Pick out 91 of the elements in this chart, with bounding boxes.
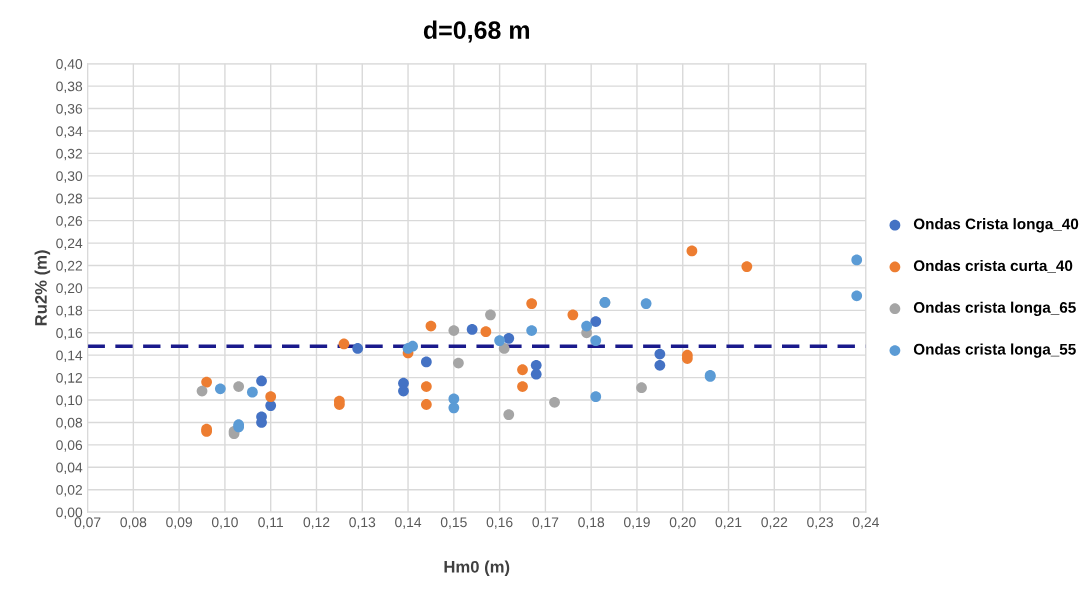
y-tick-label: 0,12 <box>56 372 83 385</box>
point <box>530 368 542 380</box>
x-tick-label: 0,14 <box>395 517 422 529</box>
point <box>485 309 496 321</box>
point <box>265 391 277 403</box>
point <box>549 396 560 408</box>
y-tick-label: 0,04 <box>56 462 83 475</box>
point <box>256 375 267 387</box>
point <box>526 325 538 336</box>
x-tick-label: 0,22 <box>761 517 788 529</box>
y-tick-label: 0,34 <box>56 126 83 138</box>
y-tick-label: 0,30 <box>56 171 83 183</box>
x-tick-label: 0,23 <box>807 517 833 529</box>
point <box>420 399 432 410</box>
y-tick-label: 0,06 <box>56 440 83 452</box>
point <box>480 326 492 338</box>
point <box>517 364 528 376</box>
y-tick-label: 0,40 <box>56 59 83 71</box>
y-tick-label: 0,14 <box>56 350 83 362</box>
x-tick-label: 0,17 <box>532 517 559 529</box>
y-tick-label: 0,28 <box>56 193 83 206</box>
point <box>654 348 666 360</box>
y-tick-label: 0,22 <box>56 260 83 273</box>
legend-label: Ondas crista longa_55 <box>913 343 1076 358</box>
point <box>196 385 208 397</box>
y-tick-label: 0,36 <box>56 103 83 116</box>
point <box>590 316 602 327</box>
x-tick-label: 0,08 <box>120 517 147 529</box>
point <box>503 409 515 420</box>
point <box>453 357 464 369</box>
point <box>233 381 245 392</box>
point <box>214 383 226 395</box>
legend-label: Ondas crista longa_65 <box>913 301 1076 316</box>
x-tick-label: 0,16 <box>486 517 513 529</box>
point <box>526 298 538 309</box>
point <box>640 298 652 309</box>
point <box>530 359 542 371</box>
legend-label: Ondas Crista longa_40 <box>913 218 1079 233</box>
y-tick-label: 0,10 <box>56 395 83 407</box>
point <box>517 381 528 392</box>
x-tick-label: 0,13 <box>349 517 376 529</box>
x-tick-label: 0,19 <box>623 517 650 529</box>
point <box>590 335 602 346</box>
x-tick-label: 0,21 <box>715 517 742 529</box>
x-tick-label: 0,24 <box>852 517 879 529</box>
y-tick-label: 0,24 <box>56 238 83 250</box>
legend-label: Ondas crista curta_40 <box>913 259 1073 273</box>
y-tick-label: 0,08 <box>56 417 83 430</box>
y-tick-label: 0,20 <box>56 283 83 295</box>
y-tick-label: 0,18 <box>56 305 83 318</box>
y-axis-title: Ru2% (m) <box>34 250 51 326</box>
chart-title: d=0,68 m <box>423 20 530 43</box>
point <box>420 356 432 368</box>
x-tick-label: 0,09 <box>166 517 192 529</box>
x-tick-label: 0,10 <box>211 517 238 529</box>
x-tick-label: 0,20 <box>669 517 696 529</box>
point <box>636 382 647 394</box>
y-tick-label: 0,32 <box>56 148 83 161</box>
point <box>851 254 863 266</box>
point <box>503 332 515 344</box>
y-tick-label: 0,02 <box>56 485 83 497</box>
point <box>420 381 432 392</box>
point <box>567 309 579 321</box>
point <box>654 359 666 371</box>
point <box>686 245 698 257</box>
point <box>590 391 602 403</box>
x-tick-label: 0,18 <box>578 517 605 529</box>
point <box>498 343 510 354</box>
y-tick-label: 0,00 <box>56 507 83 519</box>
x-axis-title: Hm0 (m) <box>444 560 510 577</box>
x-tick-label: 0,07 <box>74 517 101 529</box>
point <box>201 376 212 388</box>
point <box>265 400 277 411</box>
y-tick-label: 0,26 <box>56 215 83 228</box>
point <box>494 335 505 346</box>
point <box>425 320 437 332</box>
point <box>247 386 258 398</box>
point <box>851 290 863 302</box>
point <box>407 340 418 352</box>
y-tick-label: 0,16 <box>56 328 83 340</box>
point <box>448 402 460 414</box>
point <box>466 324 478 335</box>
x-tick-label: 0,15 <box>440 517 467 529</box>
x-tick-label: 0,11 <box>258 517 284 529</box>
point <box>448 325 460 336</box>
x-tick-label: 0,12 <box>303 517 330 529</box>
y-tick-label: 0,38 <box>56 81 83 93</box>
point <box>581 320 592 332</box>
point <box>741 261 753 272</box>
point <box>338 338 350 350</box>
point <box>352 343 364 354</box>
